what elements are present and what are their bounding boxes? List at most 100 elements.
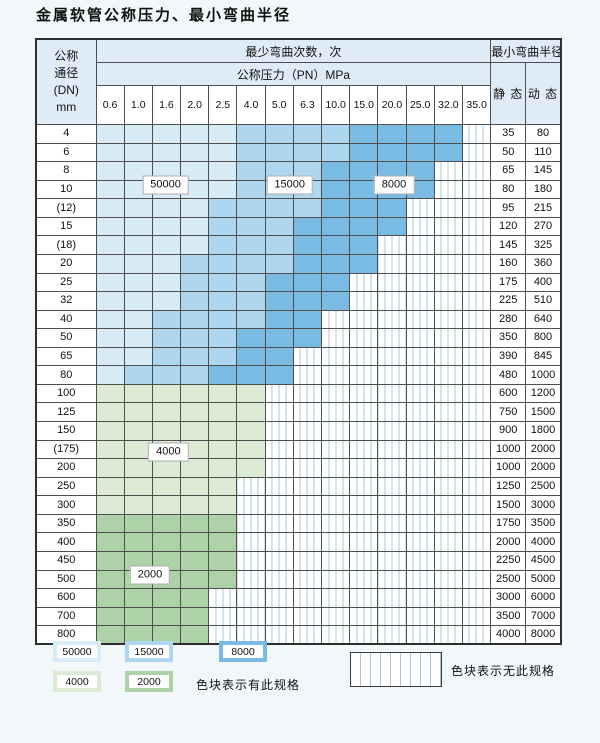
cell-no-spec [320, 309, 351, 330]
cell-no-spec [405, 253, 435, 274]
cell-no-spec [433, 513, 463, 534]
cell-spec-8000 [236, 328, 266, 348]
cell-no-spec [320, 495, 351, 515]
cell-spec-50000 [95, 216, 125, 237]
dn-cell: 65 [35, 346, 97, 367]
cell-no-spec [349, 439, 379, 460]
cell-no-spec [236, 569, 266, 590]
cell-spec-4000 [95, 439, 125, 460]
cell-spec-2000 [95, 569, 125, 590]
header-dn-line4: mm [56, 99, 77, 114]
cell-spec-15000 [292, 142, 323, 163]
cell-spec-15000 [264, 124, 294, 144]
cell-no-spec [461, 569, 492, 590]
cell-spec-4000 [180, 476, 210, 497]
cell-spec-50000 [123, 179, 153, 200]
cell-no-spec [433, 476, 463, 497]
cell-spec-15000 [292, 179, 323, 200]
cell-spec-8000 [377, 216, 407, 237]
dynamic-radius-cell: 4000 [525, 532, 562, 552]
cell-no-spec [349, 458, 379, 478]
cell-spec-4000 [180, 383, 210, 404]
cell-spec-4000 [180, 458, 210, 478]
static-radius-cell: 80 [490, 179, 527, 200]
cell-no-spec [461, 235, 492, 255]
cell-spec-2000 [123, 532, 153, 552]
cell-no-spec [377, 439, 407, 460]
dn-cell: 300 [35, 495, 97, 515]
cell-no-spec [461, 421, 492, 441]
dynamic-radius-cell: 80 [525, 124, 562, 144]
dn-cell: 250 [35, 476, 97, 497]
cell-spec-50000 [95, 124, 125, 144]
cell-spec-4000 [151, 421, 182, 441]
cell-spec-4000 [123, 402, 153, 422]
table-row: 150 900 1800 [35, 421, 562, 441]
cell-spec-15000 [236, 161, 266, 181]
cell-no-spec [349, 569, 379, 590]
cell-no-spec [349, 532, 379, 552]
table-row: 50 350 800 [35, 328, 562, 348]
cell-spec-8000 [349, 216, 379, 237]
dynamic-radius-cell: 2500 [525, 476, 562, 497]
cell-spec-4000 [95, 458, 125, 478]
pressure-col-header: 6.3 [292, 85, 323, 125]
cell-spec-50000 [208, 161, 238, 181]
pressure-col-header: 2.0 [180, 85, 210, 125]
cell-no-spec [461, 439, 492, 460]
cell-spec-4000 [180, 402, 210, 422]
cell-spec-50000 [95, 253, 125, 274]
cell-spec-4000 [95, 402, 125, 422]
cell-spec-15000 [264, 161, 294, 181]
cell-no-spec [377, 550, 407, 571]
cell-spec-8000 [292, 328, 323, 348]
cell-no-spec [461, 550, 492, 571]
cell-no-spec [320, 476, 351, 497]
cell-no-spec [405, 458, 435, 478]
cell-spec-4000 [123, 458, 153, 478]
cell-spec-50000 [151, 216, 182, 237]
cell-no-spec [292, 495, 323, 515]
cell-no-spec [405, 402, 435, 422]
dn-cell: 8 [35, 161, 97, 181]
cell-no-spec [377, 346, 407, 367]
cell-no-spec [461, 328, 492, 348]
cell-no-spec [461, 309, 492, 330]
cell-spec-15000 [123, 365, 153, 385]
cell-no-spec [292, 402, 323, 422]
cell-spec-50000 [151, 124, 182, 144]
static-radius-cell: 480 [490, 365, 527, 385]
cell-spec-50000 [208, 124, 238, 144]
cell-spec-15000 [236, 309, 266, 330]
cell-spec-4000 [95, 495, 125, 515]
cell-spec-4000 [123, 421, 153, 441]
dn-cell: 700 [35, 606, 97, 627]
cell-no-spec [292, 421, 323, 441]
cell-no-spec [377, 402, 407, 422]
dn-cell: 500 [35, 569, 97, 590]
cell-no-spec [264, 532, 294, 552]
table-row: 100 600 1200 [35, 383, 562, 404]
cell-spec-4000 [123, 495, 153, 515]
cell-no-spec [377, 291, 407, 311]
cell-spec-2000 [151, 550, 182, 571]
cell-spec-15000 [264, 198, 294, 218]
cell-spec-15000 [264, 142, 294, 163]
cell-no-spec [377, 383, 407, 404]
cell-spec-50000 [123, 346, 153, 367]
cell-spec-2000 [151, 513, 182, 534]
cell-no-spec [236, 550, 266, 571]
cell-no-spec [320, 328, 351, 348]
cell-spec-2000 [95, 606, 125, 627]
cell-spec-4000 [236, 383, 266, 404]
cell-spec-2000 [123, 550, 153, 571]
cell-no-spec [461, 513, 492, 534]
cell-no-spec [461, 495, 492, 515]
static-radius-cell: 145 [490, 235, 527, 255]
cell-spec-50000 [151, 272, 182, 293]
dn-cell: 40 [35, 309, 97, 330]
cell-spec-15000 [292, 161, 323, 181]
cell-spec-50000 [123, 161, 153, 181]
cell-spec-50000 [95, 179, 125, 200]
cell-no-spec [264, 625, 294, 645]
